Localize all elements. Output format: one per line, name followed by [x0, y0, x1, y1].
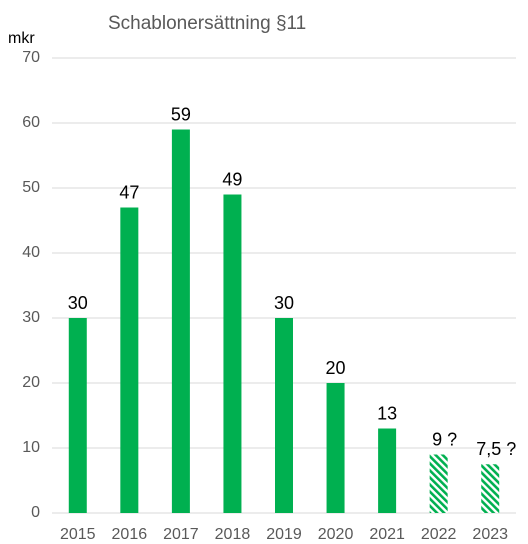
- bar: [120, 207, 139, 513]
- x-tick-label: 2019: [266, 526, 302, 543]
- value-label: 47: [119, 182, 139, 202]
- bar: [481, 464, 500, 513]
- bar: [378, 428, 397, 513]
- y-tick-label: 0: [31, 504, 40, 521]
- bar: [68, 318, 87, 513]
- y-axis-label: mkr: [8, 30, 35, 47]
- y-tick-label: 60: [22, 114, 40, 131]
- value-label: 7,5 ?: [476, 439, 516, 459]
- chart-title: Schablonersättning §11: [108, 13, 306, 34]
- bar: [223, 194, 242, 513]
- bar: [326, 383, 345, 513]
- value-label: 59: [171, 104, 191, 124]
- y-tick-label: 70: [22, 49, 40, 66]
- bar: [275, 318, 293, 513]
- value-label: 20: [326, 358, 346, 378]
- y-tick-label: 40: [22, 244, 40, 261]
- value-label: 9 ?: [432, 429, 457, 449]
- x-tick-label: 2015: [60, 526, 96, 543]
- x-tick-label: 2022: [421, 526, 457, 543]
- x-tick-label: 2018: [215, 526, 251, 543]
- y-tick-label: 20: [22, 374, 40, 391]
- x-tick-label: 2021: [369, 526, 405, 543]
- x-tick-label: 2023: [472, 526, 508, 543]
- bar: [429, 454, 448, 513]
- value-label: 30: [68, 293, 88, 313]
- value-label: 13: [377, 403, 397, 423]
- x-tick-label: 2016: [112, 526, 148, 543]
- value-label: 49: [222, 169, 242, 189]
- value-label: 30: [274, 293, 294, 313]
- x-tick-label: 2017: [163, 526, 199, 543]
- y-tick-label: 10: [22, 439, 40, 456]
- x-tick-label: 2020: [318, 526, 354, 543]
- y-tick-label: 50: [22, 179, 40, 196]
- bar: [171, 129, 190, 513]
- y-tick-label: 30: [22, 309, 40, 326]
